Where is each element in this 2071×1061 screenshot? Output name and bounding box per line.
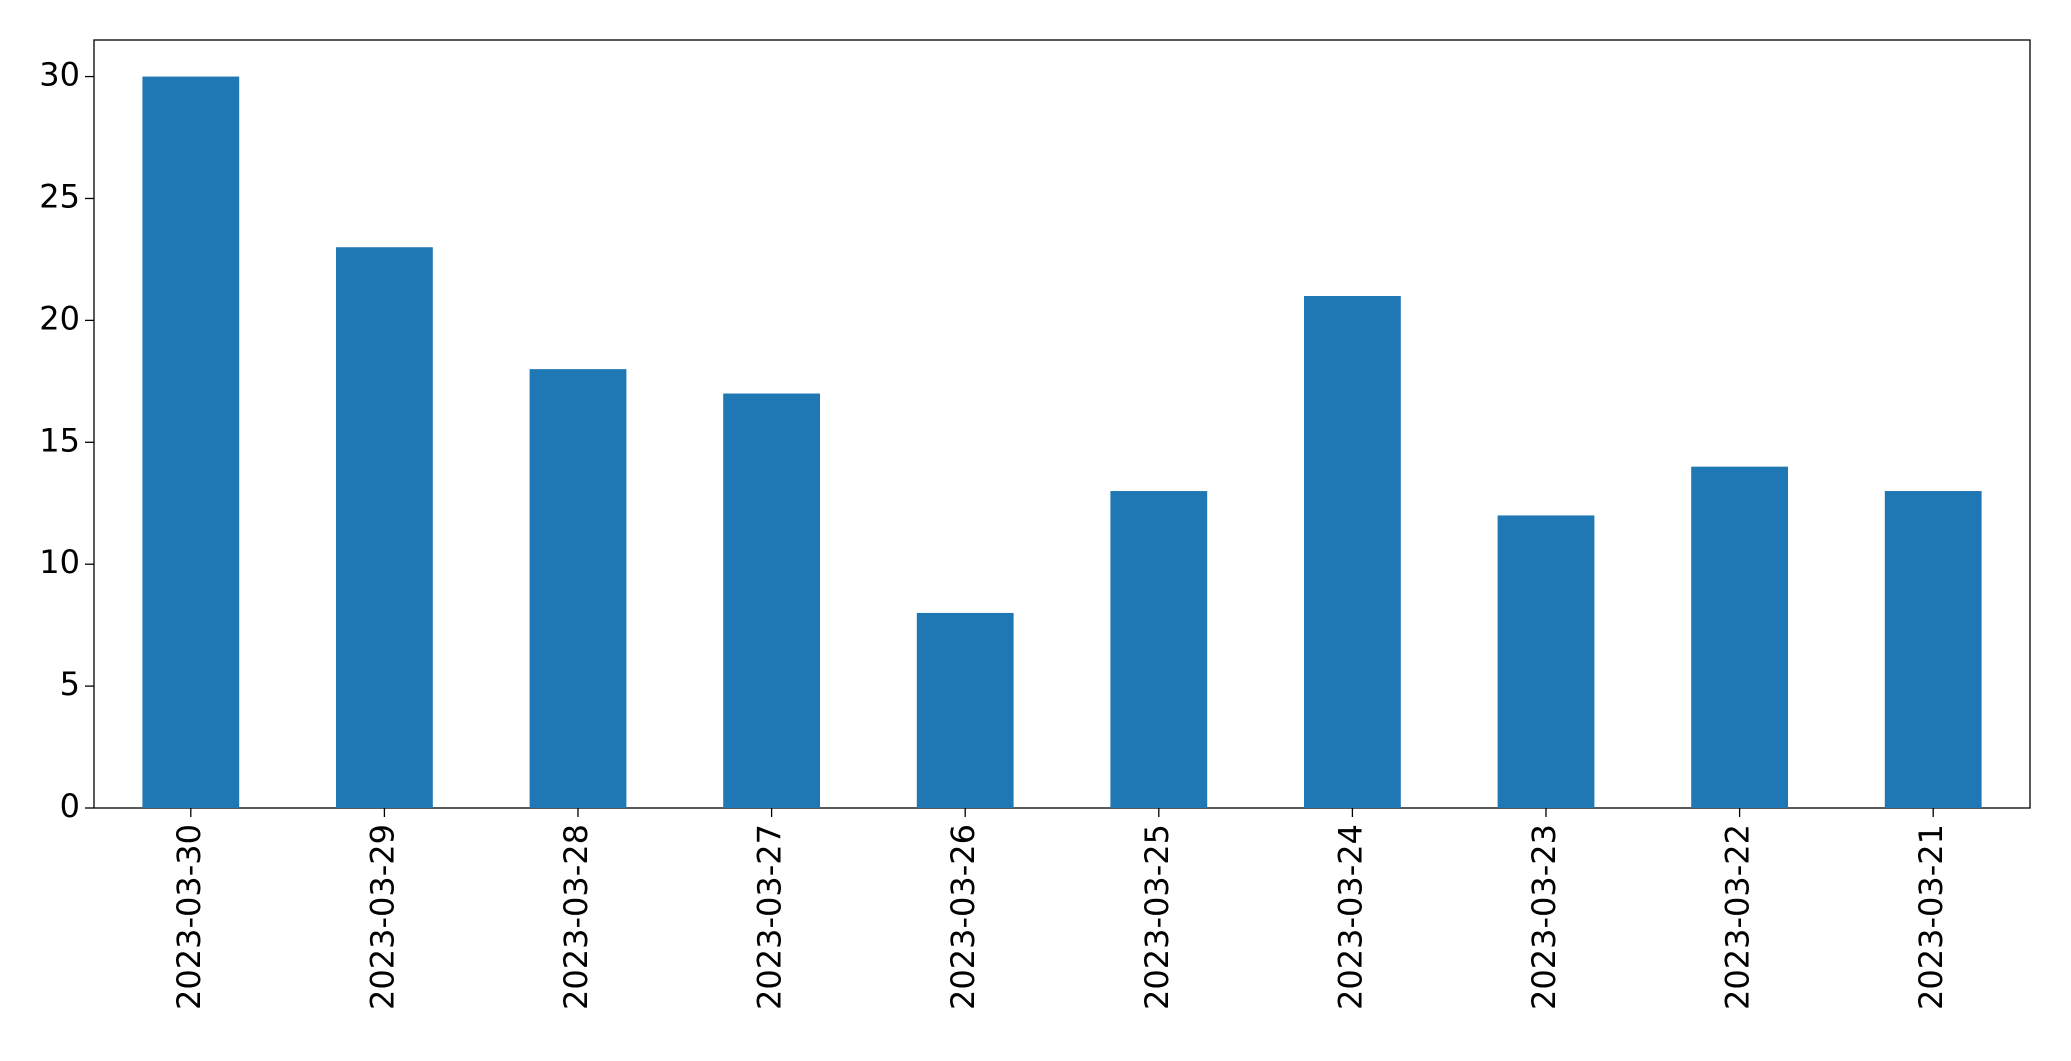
- x-tick-label: 2023-03-22: [1719, 824, 1757, 1010]
- x-tick-label: 2023-03-26: [944, 824, 982, 1010]
- y-tick-label: 25: [39, 177, 80, 215]
- x-tick-label: 2023-03-29: [363, 824, 401, 1010]
- bar: [916, 612, 1014, 808]
- bar: [142, 76, 240, 809]
- bar: [1884, 491, 1982, 808]
- bar: [529, 369, 627, 808]
- y-tick-label: 15: [39, 421, 80, 459]
- bar: [723, 393, 820, 808]
- plot-frame: [93, 39, 2031, 809]
- y-tick-label: 0: [60, 787, 80, 825]
- y-tick-label: 20: [39, 299, 80, 337]
- bar: [336, 247, 433, 808]
- bar: [1304, 296, 1401, 808]
- x-tick-label: 2023-03-21: [1912, 824, 1950, 1010]
- y-tick-label: 10: [39, 543, 80, 581]
- y-tick-label: 5: [60, 665, 80, 703]
- x-tick-label: 2023-03-24: [1331, 824, 1369, 1010]
- x-tick-label: 2023-03-27: [751, 824, 789, 1010]
- x-tick-label: 2023-03-28: [557, 824, 595, 1010]
- bar: [1691, 466, 1788, 808]
- x-tick-label: 2023-03-25: [1138, 824, 1176, 1010]
- bar: [1110, 491, 1208, 808]
- bar: [1497, 515, 1595, 808]
- x-tick-label: 2023-03-23: [1525, 824, 1563, 1010]
- y-tick-label: 30: [39, 56, 80, 94]
- x-tick-label: 2023-03-30: [170, 824, 208, 1010]
